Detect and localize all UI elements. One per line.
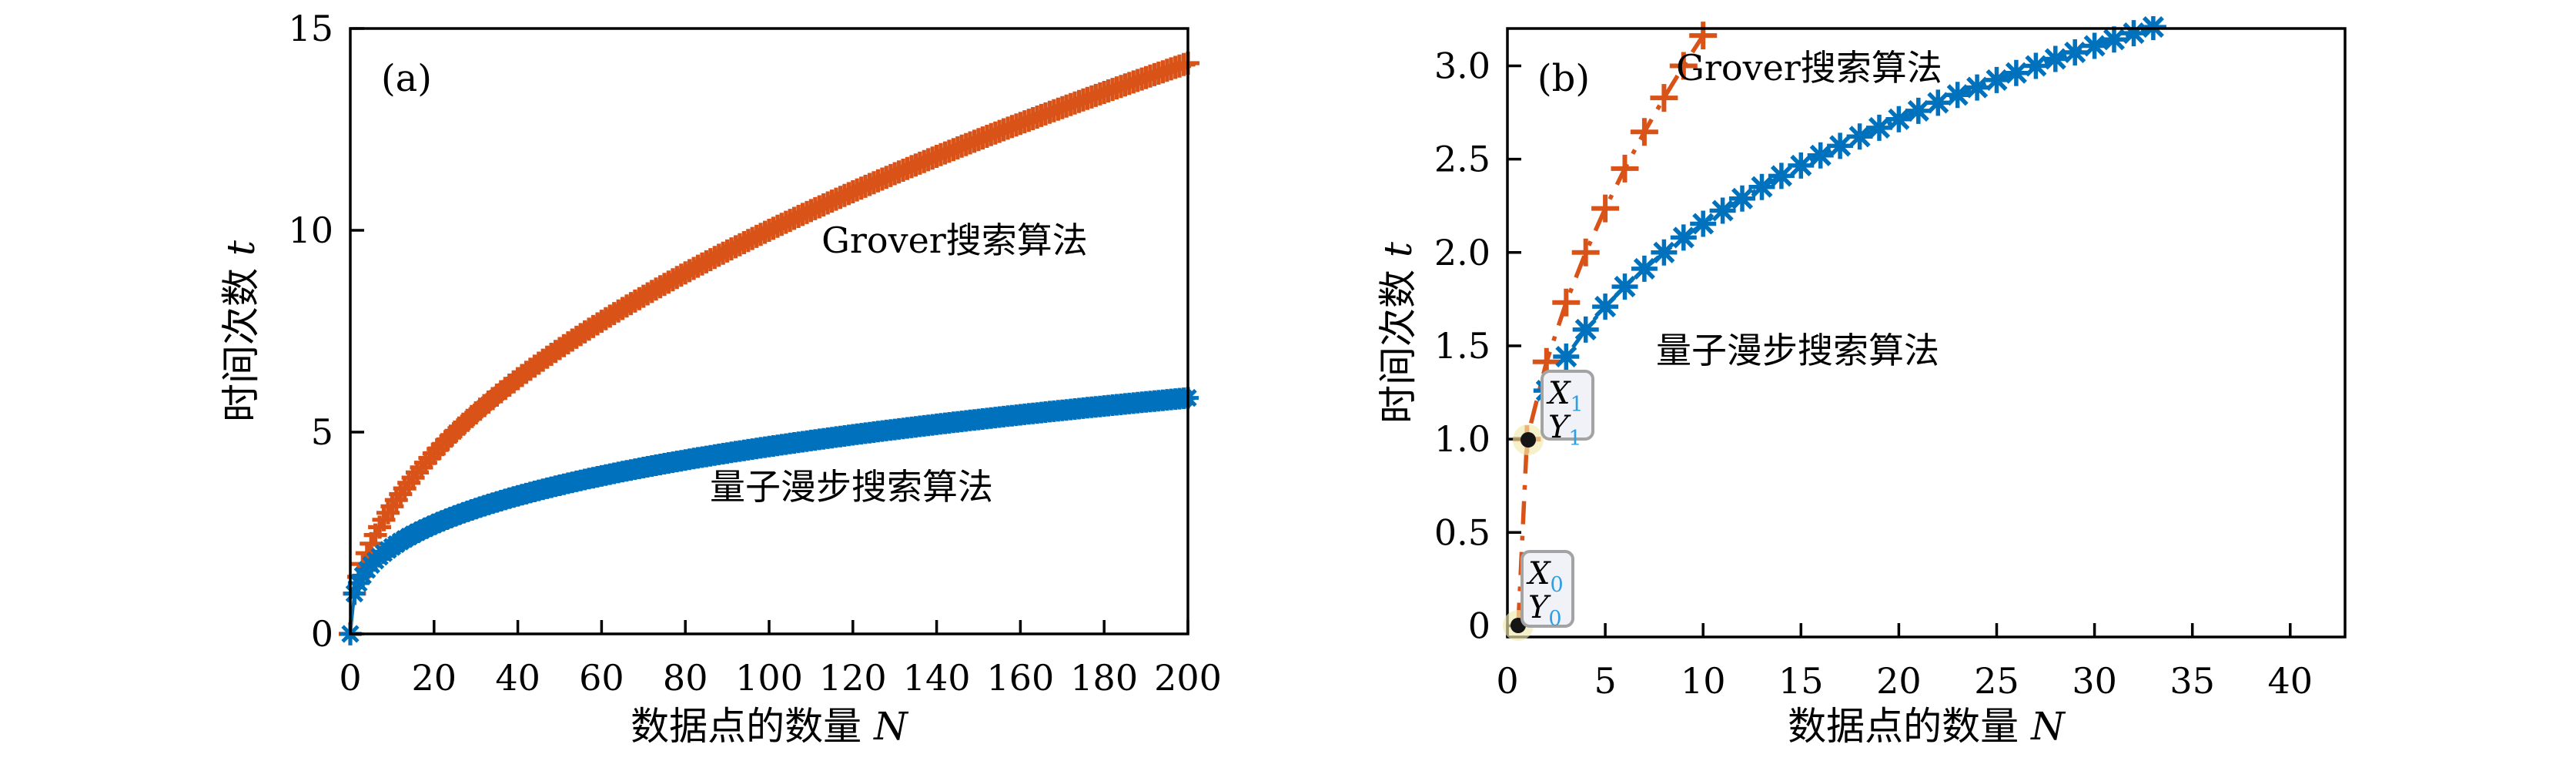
y-tick-label: 0 (311, 613, 333, 655)
grover-series-line (1516, 34, 1705, 626)
datatip-marker[interactable] (1521, 432, 1536, 448)
x-tick-label: 80 (663, 657, 708, 699)
x-axis-label: 数据点的数量 N (631, 704, 909, 749)
y-tick-label: 1.0 (1434, 418, 1490, 460)
datatip-y-value: Y1 (1548, 410, 1582, 451)
y-tick-label: 0.5 (1434, 511, 1490, 553)
y-axis-label: 时间次数 t (1376, 241, 1420, 424)
x-tick-label: 0 (339, 657, 361, 699)
y-tick-label: 3.0 (1434, 45, 1490, 87)
x-tick-label: 60 (579, 657, 624, 699)
x-tick-label: 20 (1876, 660, 1922, 702)
panel-tag: (a) (381, 57, 432, 100)
x-tick-label: 160 (986, 657, 1054, 699)
series-label-quantum-walk: 量子漫步搜索算法 (1656, 330, 1939, 371)
panel-a: 0 20 40 60 80 100 120 140 160 180 200 0 5 10 15 数据点的数量 … (219, 8, 1222, 749)
y-tick-label: 5 (311, 411, 333, 453)
y-tick-label: 15 (288, 8, 333, 49)
y-tick-label: 2.0 (1434, 232, 1490, 273)
datatip-y-value: Y0 (1528, 590, 1562, 631)
y-tick-label: 0 (1468, 605, 1490, 647)
axes-box (1506, 27, 2347, 639)
datatip-box[interactable] (1541, 370, 1594, 441)
datatip-box[interactable] (1521, 550, 1574, 628)
x-tick-label: 25 (1974, 660, 2019, 702)
series-label-grover: Grover搜索算法 (1676, 47, 1942, 89)
x-tick-label: 15 (1778, 660, 1824, 702)
series-label-grover: Grover搜索算法 (821, 220, 1088, 261)
x-tick-label: 20 (412, 657, 457, 699)
x-tick-label: 10 (1681, 660, 1726, 702)
x-tick-label: 5 (1594, 660, 1616, 702)
x-tick-label: 0 (1496, 660, 1518, 702)
series-label-quantum-walk: 量子漫步搜索算法 (710, 466, 993, 508)
y-tick-label: 2.5 (1434, 139, 1490, 180)
x-tick-label: 120 (819, 657, 887, 699)
x-tick-label: 40 (2268, 660, 2313, 702)
x-tick-label: 35 (2170, 660, 2215, 702)
y-axis-label: 时间次数 t (219, 240, 263, 422)
x-tick-label: 200 (1154, 657, 1222, 699)
y-tick-label: 1.5 (1434, 325, 1490, 367)
x-tick-label: 40 (495, 657, 540, 699)
x-tick-label: 100 (735, 657, 803, 699)
y-tick-label: 10 (288, 210, 333, 251)
panel-tag: (b) (1537, 57, 1590, 100)
x-tick-label: 180 (1070, 657, 1138, 699)
x-axis-label: 数据点的数量 N (1788, 704, 2066, 749)
panel-b: 0 5 10 15 20 25 30 35 40 0 0.5 1.0 1.5 2.0 2.5 3.0 数据点的数… (1376, 16, 2347, 749)
x-tick-label: 140 (903, 657, 971, 699)
datatip-x-value: X1 (1546, 376, 1584, 417)
datatip-x-value: X0 (1526, 556, 1564, 597)
x-tick-label: 30 (2072, 660, 2117, 702)
